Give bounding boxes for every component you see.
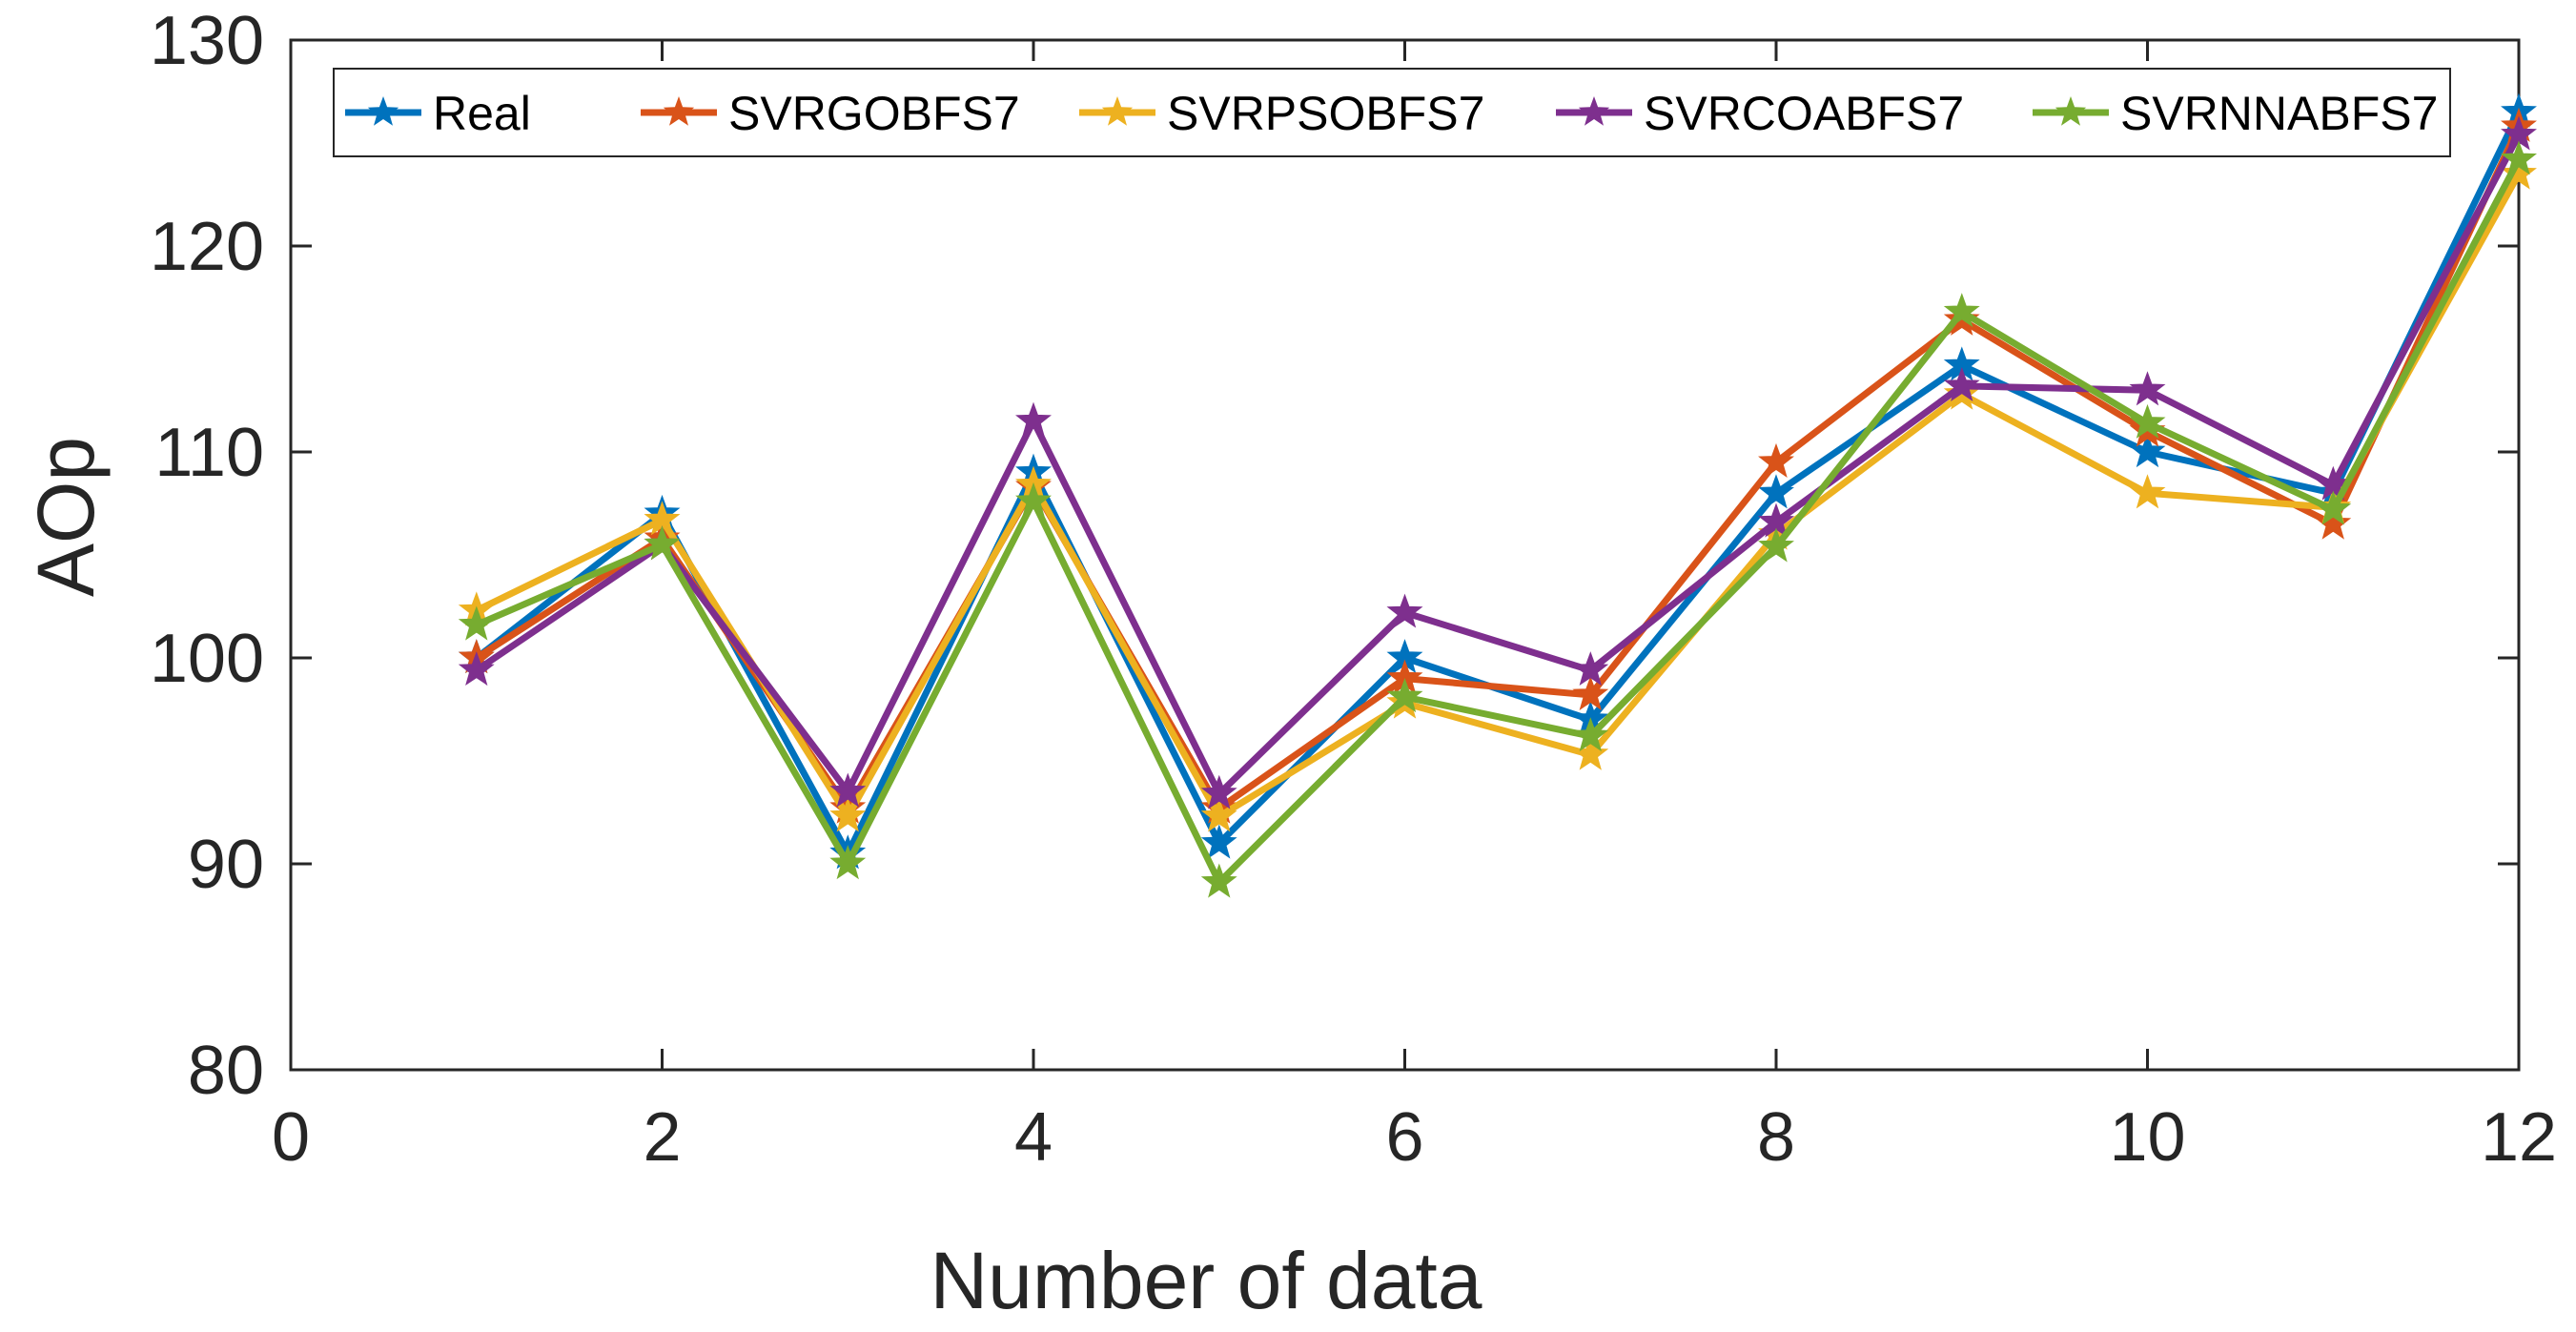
legend-label-svrcoabfs7: SVRCOABFS7 bbox=[1644, 87, 1964, 140]
data-point-svrgobfs7 bbox=[2315, 504, 2352, 540]
series-line-svrcoabfs7 bbox=[474, 133, 2523, 798]
y-tick-label: 120 bbox=[150, 209, 264, 285]
data-point-svrnnabfs7 bbox=[1200, 863, 1237, 898]
data-point-svrcoabfs7 bbox=[829, 772, 867, 808]
data-point-svrnnabfs7 bbox=[2129, 403, 2166, 439]
data-point-svrpsobfs7 bbox=[1572, 735, 1609, 770]
data-point-svrnnabfs7 bbox=[2315, 490, 2352, 525]
y-tick-label: 130 bbox=[150, 3, 264, 79]
data-point-svrnnabfs7 bbox=[2501, 140, 2537, 175]
legend-marker-svrnnabfs7 bbox=[2055, 96, 2087, 126]
data-point-svrcoabfs7 bbox=[1572, 651, 1609, 686]
data-point-svrgobfs7 bbox=[1758, 442, 1794, 478]
data-point-svrcoabfs7 bbox=[458, 651, 495, 686]
data-point-svrnnabfs7 bbox=[829, 845, 867, 880]
data-point-svrpsobfs7 bbox=[2501, 154, 2537, 190]
data-point-svrcoabfs7 bbox=[1943, 366, 1980, 401]
data-point-svrnnabfs7 bbox=[1386, 678, 1423, 713]
legend-marker-real bbox=[367, 96, 399, 126]
data-point-svrnnabfs7 bbox=[644, 525, 681, 561]
x-tick-label: 2 bbox=[643, 1099, 681, 1176]
data-point-svrcoabfs7 bbox=[2129, 371, 2166, 406]
legend-label-svrnnabfs7: SVRNNABFS7 bbox=[2120, 87, 2438, 140]
data-point-svrnnabfs7 bbox=[1015, 482, 1052, 517]
data-point-real bbox=[1200, 824, 1237, 859]
y-axis-title: AOp bbox=[21, 437, 111, 597]
legend-marker-svrgobfs7 bbox=[663, 96, 695, 126]
data-point-svrnnabfs7 bbox=[1943, 293, 1980, 328]
data-point-svrgobfs7 bbox=[1572, 675, 1609, 710]
y-tick-label: 90 bbox=[188, 827, 264, 903]
legend-label-real: Real bbox=[433, 87, 531, 140]
y-tick-label: 80 bbox=[188, 1033, 264, 1109]
x-tick-label: 0 bbox=[272, 1099, 310, 1176]
plot-area-box bbox=[289, 38, 2521, 1072]
legend-marker-svrcoabfs7 bbox=[1578, 96, 1610, 126]
data-point-svrcoabfs7 bbox=[1200, 774, 1237, 809]
data-point-svrpsobfs7 bbox=[829, 797, 867, 832]
data-point-real bbox=[1758, 474, 1794, 509]
series-line-svrnnabfs7 bbox=[475, 157, 2523, 886]
data-point-svrcoabfs7 bbox=[1015, 401, 1052, 437]
x-tick-label: 12 bbox=[2481, 1099, 2557, 1176]
data-point-svrpsobfs7 bbox=[1200, 797, 1237, 832]
x-tick-label: 8 bbox=[1757, 1099, 1795, 1176]
x-axis-title: Number of data bbox=[930, 1236, 1482, 1325]
data-point-svrpsobfs7 bbox=[2129, 474, 2166, 509]
data-point-real bbox=[2129, 433, 2166, 468]
series-svrnnabfs7 bbox=[458, 140, 2537, 898]
legend-marker-svrpsobfs7 bbox=[1101, 96, 1134, 126]
data-point-svrnnabfs7 bbox=[458, 605, 495, 641]
y-tick-label: 110 bbox=[154, 415, 264, 491]
y-tick-label: 100 bbox=[150, 621, 264, 697]
data-point-svrnnabfs7 bbox=[1758, 527, 1794, 563]
legend-label-svrpsobfs7: SVRPSOBFS7 bbox=[1167, 87, 1484, 140]
legend: Real SVRGOBFS7 SVRPSOBFS7 SVRCOABFS7 SVRNNAB… bbox=[333, 68, 2451, 157]
plot-layer: 0 2 4 6 8 10 12 80 90 100 110 120 130 bbox=[150, 3, 2557, 1176]
x-tick-label: 6 bbox=[1385, 1099, 1423, 1176]
data-point-svrcoabfs7 bbox=[1386, 593, 1423, 628]
x-tick-label: 10 bbox=[2109, 1099, 2185, 1176]
data-point-svrnnabfs7 bbox=[1572, 717, 1609, 752]
series-line-svrpsobfs7 bbox=[475, 172, 2523, 820]
series-svrcoabfs7 bbox=[458, 115, 2537, 809]
x-tick-label: 4 bbox=[1014, 1099, 1053, 1176]
legend-label-svrgobfs7: SVRGOBFS7 bbox=[728, 87, 1020, 140]
